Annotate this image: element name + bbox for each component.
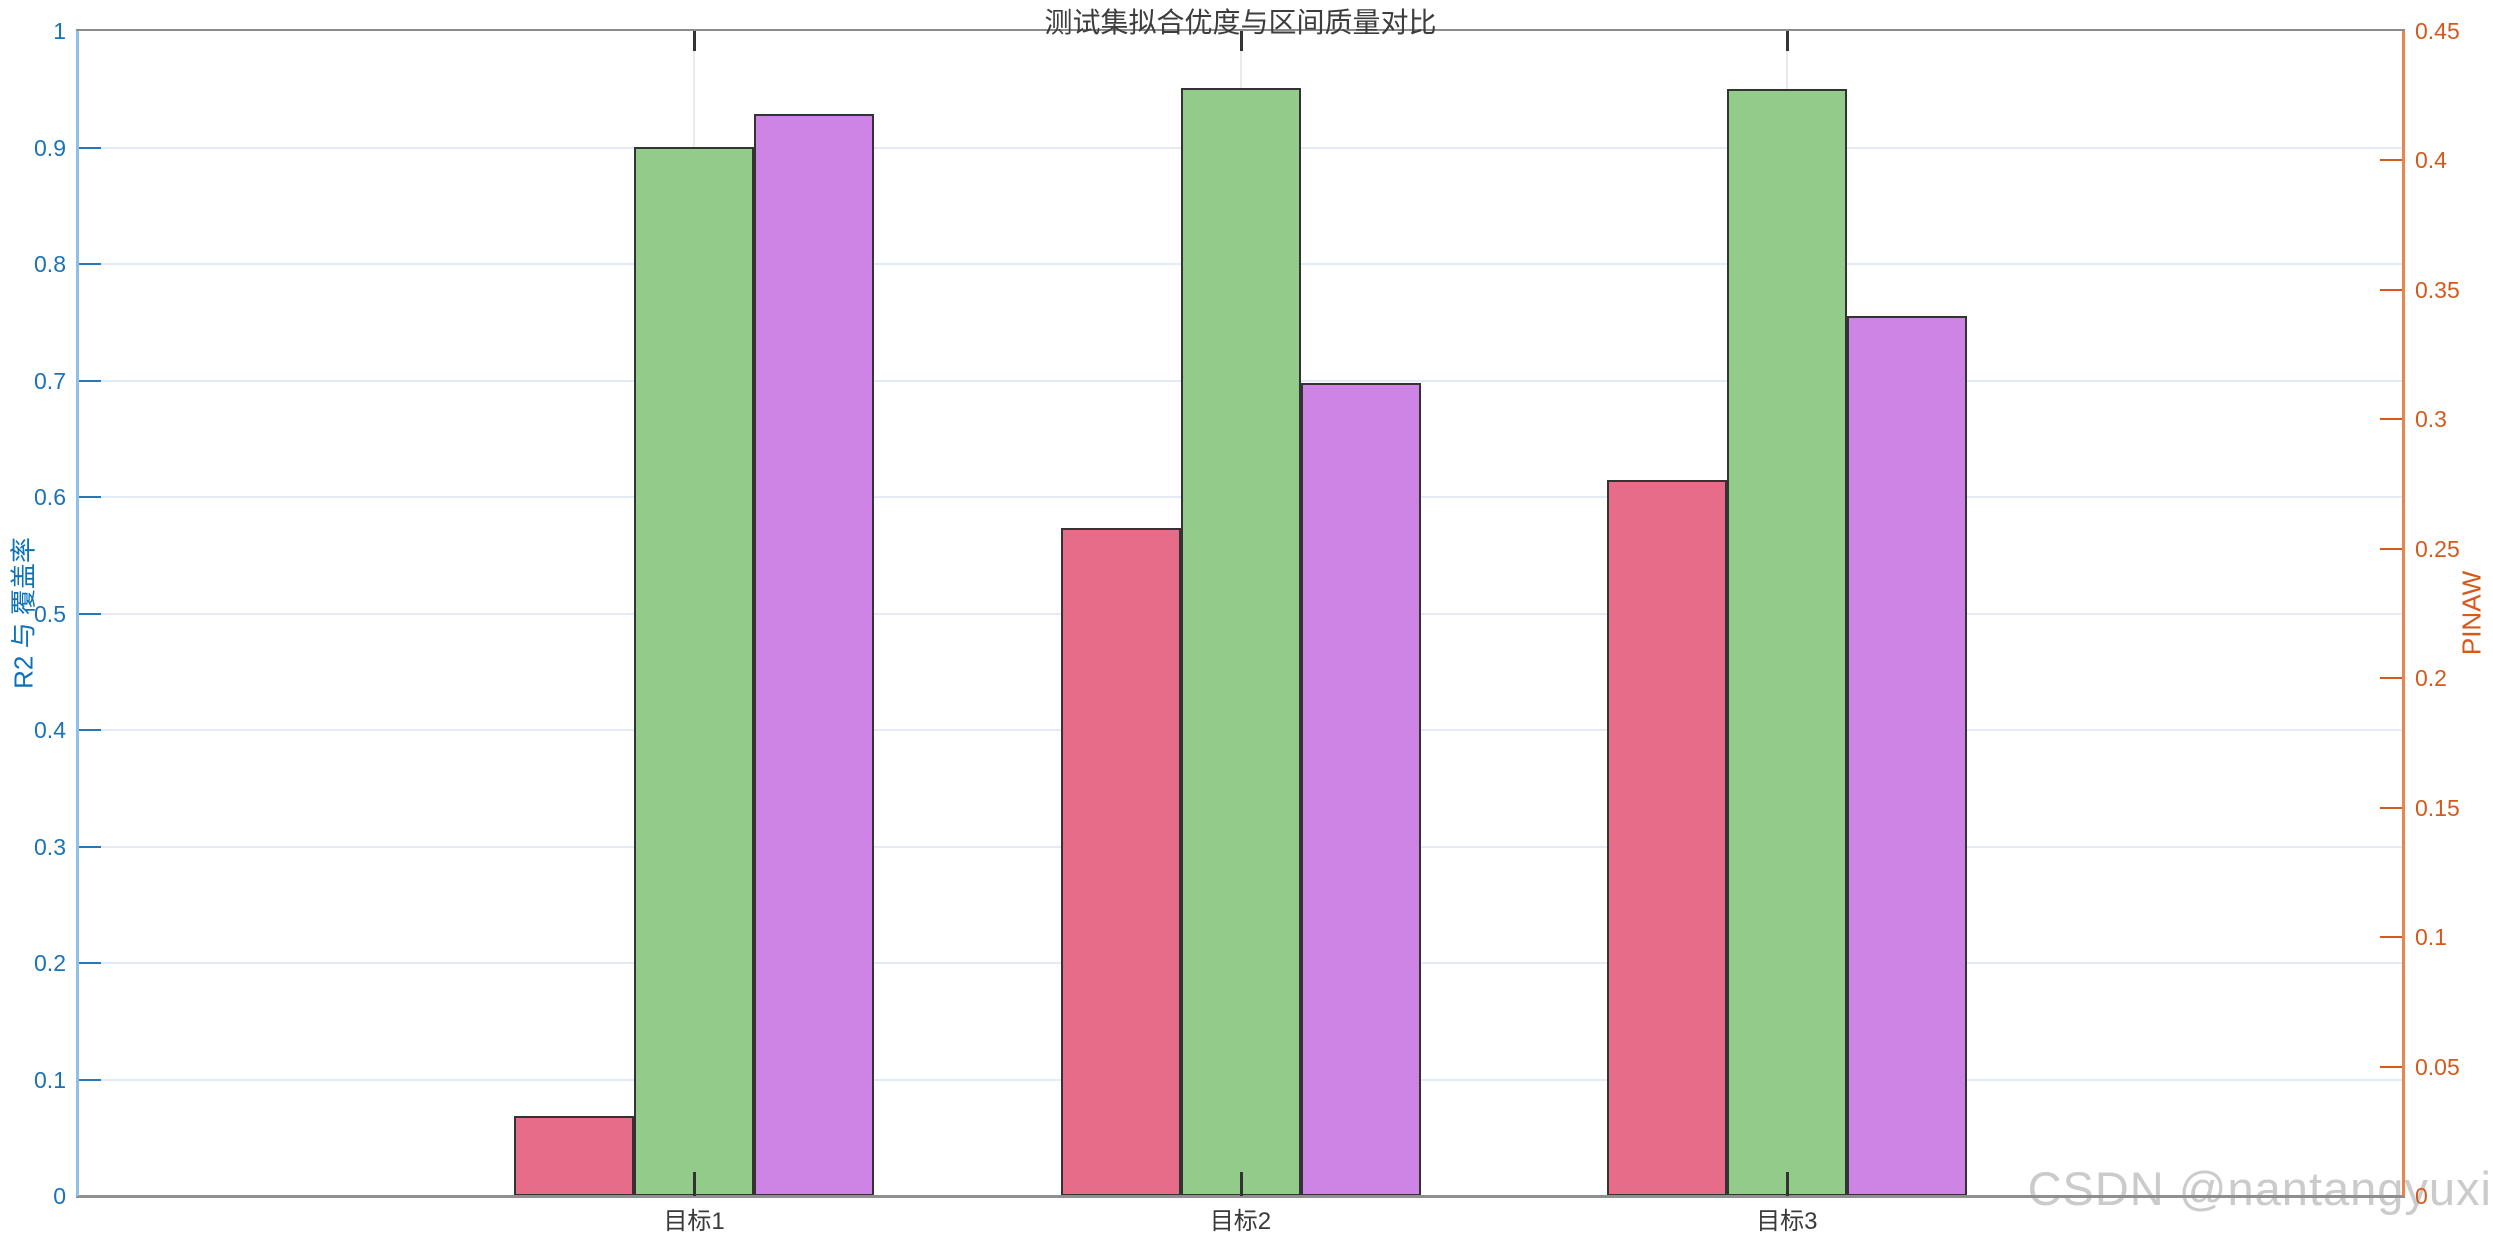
y-tick-label-left: 0: [53, 1183, 66, 1209]
y-tick-label-left: 0.3: [34, 833, 66, 860]
bottom-axis-tick: [693, 1172, 697, 1196]
y-tick-label-right: 0.2: [2415, 665, 2447, 692]
bar-PINAW-目标2: [1300, 383, 1421, 1196]
y-tick-label-left: 0.5: [34, 600, 66, 627]
y-tick-label-right: 0.45: [2415, 18, 2460, 44]
y-tick-label-right: 0.4: [2415, 147, 2447, 174]
right-axis-tick: [2380, 936, 2402, 939]
bar-覆盖率-目标1: [634, 147, 755, 1196]
y-tick-label-left: 0.1: [34, 1066, 66, 1093]
top-axis-tick: [1239, 31, 1243, 51]
right-axis-tick: [2380, 159, 2402, 162]
left-axis-tick: [79, 612, 101, 615]
right-axis-tick: [2380, 547, 2402, 550]
right-axis-tick: [2380, 806, 2402, 809]
left-axis-tick: [79, 962, 101, 964]
x-tick-label: 目标2: [1209, 1208, 1272, 1235]
right-axis-tick: [2380, 288, 2402, 291]
x-tick-label: 目标3: [1756, 1208, 1818, 1235]
left-axis-tick: [79, 496, 101, 498]
left-axis-tick: [79, 263, 101, 265]
bar-PINAW-目标1: [754, 114, 875, 1196]
right-axis-tick: [2380, 677, 2402, 680]
y-axis-label-right: PINAW: [2456, 570, 2487, 656]
y-tick-label-left: 0.7: [34, 367, 66, 394]
bar-R2-目标3: [1606, 480, 1727, 1196]
chart-title: 测试集拟合优度与区间质量对比: [1044, 7, 1437, 38]
left-axis-tick: [79, 845, 101, 848]
y-tick-label-right: 0.35: [2415, 276, 2460, 303]
y-tick-label-right: 0.15: [2415, 794, 2460, 821]
bottom-axis-tick: [1239, 1172, 1243, 1196]
left-axis-tick: [79, 379, 101, 382]
x-tick-label: 目标1: [663, 1208, 725, 1235]
watermark: CSDN @nantangyuxi: [2027, 1162, 2492, 1215]
bar-R2-目标2: [1060, 528, 1181, 1196]
axis-line-bottom: [76, 1195, 2405, 1198]
y-tick-label-left: 1: [53, 18, 66, 44]
y-tick-label-left: 0.9: [34, 134, 66, 161]
bar-覆盖率-目标2: [1180, 88, 1301, 1196]
y-tick-label-left: 0.8: [34, 251, 66, 277]
left-axis-tick: [79, 729, 101, 731]
top-axis-tick: [693, 31, 697, 51]
bar-R2-目标1: [514, 1116, 635, 1196]
bar-覆盖率-目标3: [1726, 89, 1847, 1196]
y-tick-label-right: 0.1: [2415, 924, 2447, 951]
y-tick-label-left: 0.4: [34, 717, 66, 743]
y-tick-label-right: 0.3: [2415, 406, 2447, 433]
right-axis-tick: [2380, 418, 2402, 421]
axis-line-right: [2402, 31, 2405, 1196]
axis-line-left: [76, 31, 79, 1196]
left-axis-tick: [79, 146, 101, 149]
left-axis-tick: [79, 1078, 101, 1081]
bottom-axis-tick: [1785, 1172, 1789, 1196]
bar-PINAW-目标3: [1846, 316, 1967, 1196]
y-tick-label-right: 0: [2415, 1183, 2428, 1209]
right-axis-tick: [2380, 1065, 2402, 1068]
y-tick-label-right: 0.25: [2415, 535, 2460, 562]
y-tick-label-right: 0.05: [2415, 1053, 2460, 1080]
y-tick-label-left: 0.6: [34, 484, 66, 510]
y-tick-label-left: 0.2: [34, 950, 66, 976]
axis-line-top: [76, 29, 2405, 31]
top-axis-tick: [1785, 31, 1789, 51]
